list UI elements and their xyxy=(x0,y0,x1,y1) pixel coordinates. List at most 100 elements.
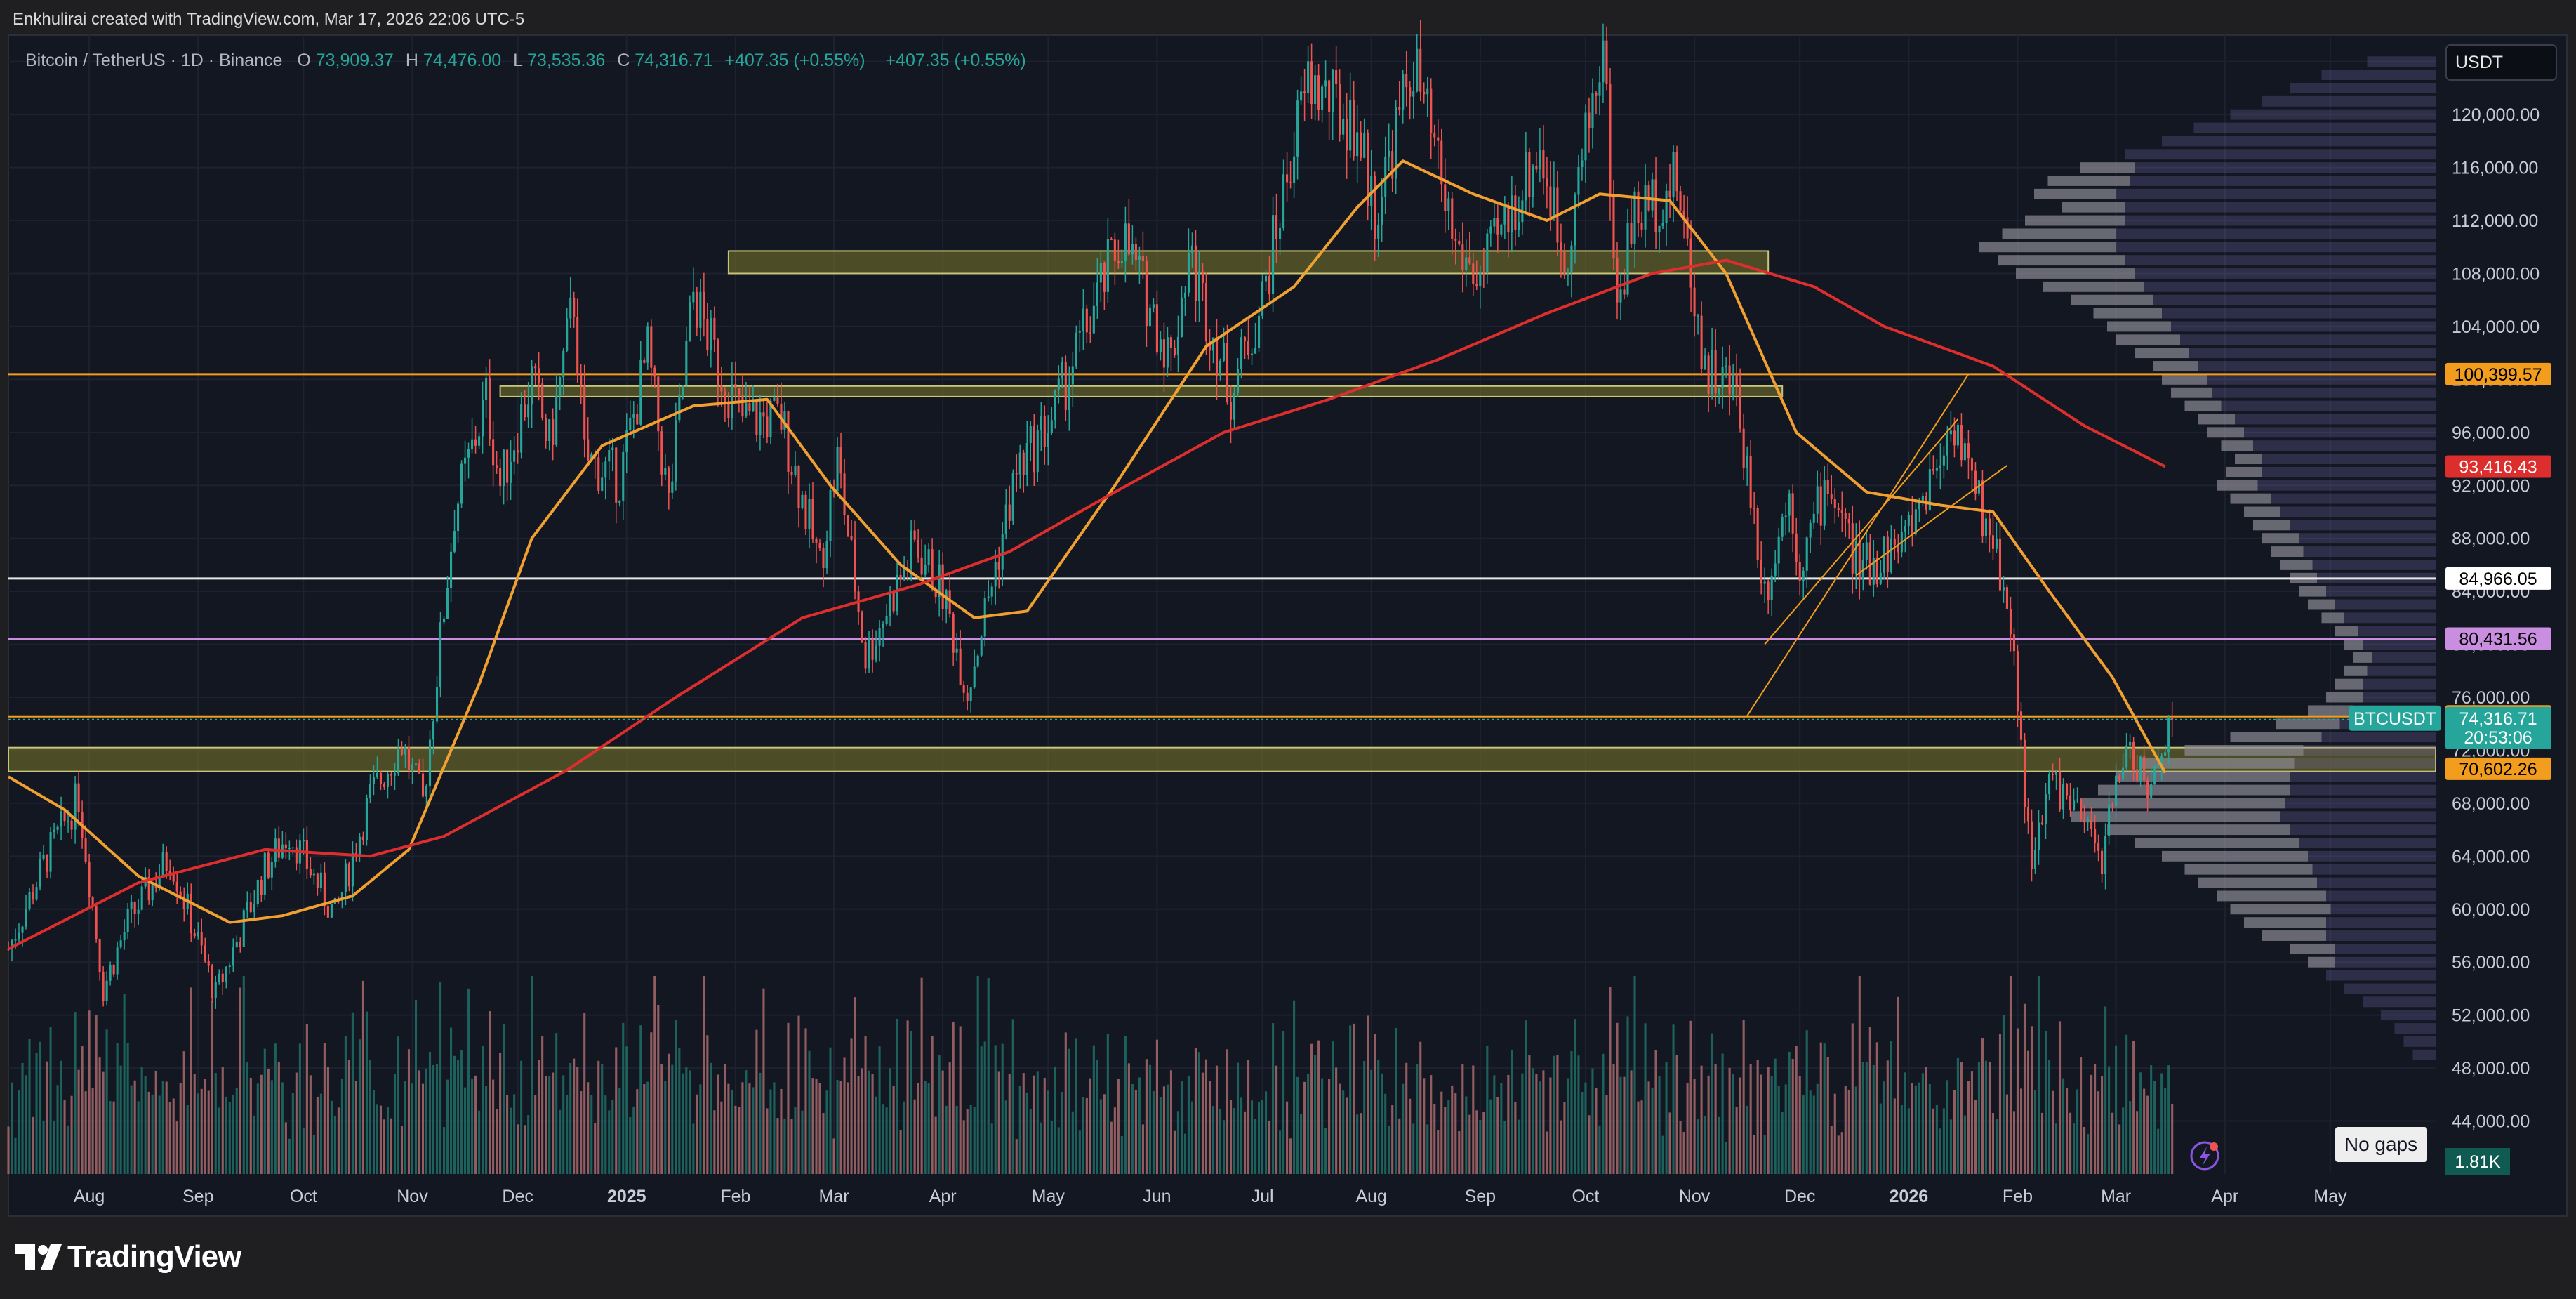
volume-badge-value: 1.81K xyxy=(2455,1152,2501,1172)
candle-body xyxy=(552,419,555,445)
ma-fast-value-label: 70,602.26 xyxy=(2459,760,2537,779)
candle-body xyxy=(1240,337,1243,369)
volume-bar xyxy=(682,1073,684,1174)
volume-profile-bar xyxy=(2344,983,2436,994)
volume-bar xyxy=(1584,1082,1587,1174)
volume-bar xyxy=(1335,1067,1338,1174)
time-tick-label: Apr xyxy=(2211,1187,2238,1206)
trend-line[interactable] xyxy=(1855,465,2008,576)
volume-bar xyxy=(868,1070,870,1174)
volume-bar xyxy=(492,1079,495,1174)
volume-bar xyxy=(1190,1101,1194,1174)
volume-bar xyxy=(485,1086,488,1174)
volume-bar xyxy=(906,1020,909,1174)
candle-body xyxy=(1584,112,1587,161)
candle-body xyxy=(1847,519,1850,524)
volume-bar xyxy=(225,1096,227,1174)
volume-bar xyxy=(2125,1034,2128,1174)
candle-body xyxy=(1528,152,1531,197)
volume-bar xyxy=(513,1094,516,1174)
volume-bar xyxy=(1349,1025,1352,1174)
close-label: C xyxy=(617,51,630,70)
volume-profile-bar xyxy=(2335,626,2436,637)
volume-bar xyxy=(1598,1125,1601,1174)
candle-body xyxy=(1742,428,1745,468)
volume-bar xyxy=(822,1112,825,1174)
candle-body xyxy=(147,876,150,901)
volume-bar xyxy=(158,1095,161,1174)
volume-bar xyxy=(35,1052,38,1174)
volume-bar xyxy=(762,988,765,1174)
candle-body xyxy=(910,530,912,569)
candle-body xyxy=(1977,480,1980,494)
volume-bar xyxy=(340,1078,343,1174)
candle-body xyxy=(762,412,765,417)
candle-body xyxy=(804,494,807,529)
volume-bar xyxy=(738,1107,741,1174)
candle-body xyxy=(365,798,368,840)
candle-body xyxy=(1233,393,1236,420)
candle-body xyxy=(1155,304,1158,353)
supply-demand-zone[interactable] xyxy=(8,746,2436,772)
currency-selector-box[interactable] xyxy=(2445,44,2557,81)
candle-body xyxy=(277,838,280,858)
volume-bar xyxy=(952,1022,955,1174)
candle-body xyxy=(2058,771,2062,810)
candle-body xyxy=(1998,539,2002,591)
supply-demand-zone[interactable] xyxy=(727,250,1770,275)
candle-body xyxy=(1739,385,1741,429)
volume-profile-value-area xyxy=(2098,784,2290,796)
volume-bar xyxy=(2037,976,2040,1174)
candle-body xyxy=(1605,40,1608,84)
volume-profile-bar xyxy=(2062,202,2436,213)
volume-profile-value-area xyxy=(2326,692,2363,703)
candle-body xyxy=(1349,99,1352,151)
volume-bar xyxy=(948,1062,951,1174)
volume-bar xyxy=(882,1104,884,1174)
candle-body xyxy=(871,638,874,660)
replay-icon[interactable] xyxy=(2190,1141,2219,1171)
candle-body xyxy=(1753,508,1755,509)
candle-body xyxy=(1423,91,1426,95)
volume-bar xyxy=(1503,1121,1506,1174)
candle-body xyxy=(404,746,407,755)
symbol-name[interactable]: Bitcoin / TetherUS · 1D · Binance xyxy=(25,51,282,70)
volume-bar xyxy=(270,1080,273,1174)
candle-body xyxy=(766,416,769,437)
volume-bar xyxy=(653,976,656,1174)
volume-profile-value-area xyxy=(2107,824,2290,836)
currency-selector[interactable]: USDT xyxy=(2445,44,2557,81)
candle-body xyxy=(1560,242,1562,253)
candle-body xyxy=(548,419,551,442)
volume-bar xyxy=(1173,1130,1176,1174)
candle-body xyxy=(639,360,642,425)
volume-bar xyxy=(1085,1097,1088,1174)
volume-bar xyxy=(1384,1093,1387,1174)
candle-body xyxy=(611,447,614,451)
tradingview-logo[interactable]: TradingView xyxy=(15,1237,241,1277)
candle-body xyxy=(836,447,839,492)
candle-body xyxy=(913,530,916,540)
trend-line[interactable] xyxy=(1764,418,1959,645)
volume-bar xyxy=(414,1000,418,1174)
volume-bar xyxy=(1697,1119,1699,1174)
candle-body xyxy=(1275,215,1278,239)
candle-body xyxy=(506,449,509,483)
supply-demand-zone[interactable] xyxy=(499,385,1784,397)
candle-body xyxy=(1637,191,1640,223)
volume-bar xyxy=(1897,996,1899,1174)
candle-body xyxy=(400,749,404,755)
volume-bar xyxy=(200,1088,203,1174)
volume-bar xyxy=(1475,1110,1478,1174)
candle-body xyxy=(675,420,677,482)
volume-bar xyxy=(2012,1111,2016,1174)
volume-bar xyxy=(453,1055,456,1174)
trend-line[interactable] xyxy=(1746,374,1970,716)
volume-bar xyxy=(1830,1126,1833,1174)
volume-bar xyxy=(1120,1136,1123,1174)
volume-bar xyxy=(531,976,533,1174)
candle-body xyxy=(1296,100,1299,157)
candle-body xyxy=(1946,434,1948,456)
volume-bar xyxy=(344,1036,347,1174)
